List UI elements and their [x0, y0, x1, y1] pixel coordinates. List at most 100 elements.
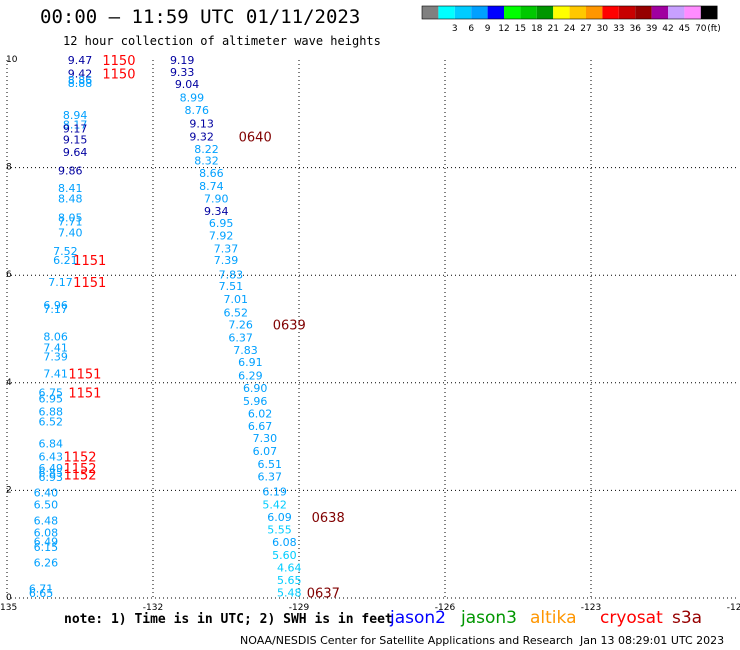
- colorbar-tick-label: 36: [629, 24, 641, 34]
- y-tick-label: 4: [6, 378, 12, 388]
- colorbar-tick-label: 39: [646, 24, 658, 34]
- wave-height-label: 6.50: [34, 498, 59, 511]
- wave-height-label: 6.49: [39, 462, 64, 475]
- y-tick-label: 2: [6, 485, 12, 495]
- colorbar-tick-label: 15: [515, 24, 526, 34]
- chart-subtitle: 12 hour collection of altimeter wave hei…: [63, 34, 381, 48]
- colorbar-tick-label: 12: [498, 24, 509, 34]
- wave-height-label: 7.51: [219, 280, 244, 293]
- time-label: 1150: [102, 54, 135, 69]
- chart-title: 00:00 — 11:59 UTC 01/11/2023: [40, 6, 361, 28]
- colorbar-swatch: [553, 6, 570, 19]
- wave-height-label: 6.48: [34, 515, 59, 528]
- wave-height-label: 5.42: [262, 498, 287, 511]
- wave-height-label: 6.40: [34, 487, 59, 500]
- time-label: 0637: [307, 587, 340, 602]
- wave-height-label: 7.40: [58, 227, 83, 240]
- wave-height-label: 6.95: [39, 392, 64, 405]
- wave-height-label: 7.17: [43, 303, 68, 316]
- time-label: 1152: [63, 468, 96, 483]
- wave-height-label: 7.37: [214, 242, 239, 255]
- wave-height-label: 6.26: [34, 556, 59, 569]
- wave-height-label: 6.08: [272, 536, 297, 549]
- colorbar-swatch: [520, 6, 537, 19]
- wave-height-label: 6.29: [238, 369, 263, 382]
- colorbar-swatch: [700, 6, 718, 19]
- wave-height-label: 9.04: [175, 78, 200, 91]
- wave-height-label: 9.86: [58, 164, 83, 177]
- x-tick-label: -120: [727, 603, 740, 612]
- wave-height-label: 6.49: [34, 536, 59, 549]
- wave-height-label: 7.17: [48, 276, 73, 289]
- colorbar-tick-label: 18: [531, 24, 543, 34]
- colorbar-swatch: [668, 6, 685, 19]
- wave-height-label: 6.52: [39, 416, 64, 429]
- wave-height-label: 9.42: [68, 67, 93, 80]
- wave-height-label: 5.55: [267, 524, 292, 537]
- satellite-legend-jason3: jason3: [461, 608, 517, 628]
- wave-height-label: 6.02: [248, 407, 273, 420]
- time-label: 1151: [68, 368, 101, 383]
- time-label: 0640: [239, 130, 272, 145]
- wave-height-label: 9.33: [170, 66, 195, 79]
- wave-height-label: 8.48: [58, 192, 83, 205]
- colorbar-tick-label: 30: [597, 24, 609, 34]
- wave-height-label: 8.66: [199, 167, 224, 180]
- colorbar-swatch: [651, 6, 668, 19]
- x-tick-label: -129: [289, 603, 310, 612]
- wave-height-label: 6.84: [39, 438, 64, 451]
- wave-height-label: 6.09: [267, 511, 292, 524]
- wave-height-label: 7.90: [204, 192, 229, 205]
- satellite-legend-cryosat: cryosat: [600, 608, 663, 628]
- colorbar-tick-label: 6: [468, 24, 474, 34]
- colorbar-tick-label: 33: [613, 24, 624, 34]
- wave-height-label: 7.26: [228, 319, 253, 332]
- wave-height-label: 5.60: [272, 549, 297, 562]
- time-label: 1151: [73, 254, 106, 269]
- wave-height-label: 5.65: [277, 574, 302, 587]
- time-label: 1152: [63, 451, 96, 466]
- colorbar-swatch: [536, 6, 554, 19]
- wave-height-label: 6.43: [39, 451, 64, 464]
- wave-height-label: 9.32: [189, 130, 214, 143]
- colorbar-tick-label: 21: [547, 24, 558, 34]
- wave-height-label: 7.39: [214, 254, 239, 267]
- wave-height-label: 6.85: [39, 467, 64, 480]
- x-tick-label: -126: [435, 603, 456, 612]
- time-label: 0638: [312, 511, 345, 526]
- x-tick-label: -135: [0, 603, 17, 612]
- wave-height-label: 7.52: [53, 245, 78, 258]
- wave-height-label: 9.64: [63, 146, 88, 159]
- wave-height-label: 6.21: [53, 254, 78, 267]
- wave-height-label: 6.71: [29, 582, 54, 595]
- time-label: 1151: [73, 276, 106, 291]
- wave-height-label: 6.51: [258, 458, 283, 471]
- wave-height-label: 6.65: [29, 587, 54, 600]
- colorbar-legend: 3 6 9 12 15 18 21 24 27 30 33 36 39 42 45 70 (ft): [421, 5, 721, 34]
- wave-height-label: 8.41: [58, 182, 83, 195]
- wave-height-label: 8.22: [194, 143, 219, 156]
- wave-height-label: 7.83: [219, 269, 244, 282]
- wave-height-label: 8.06: [43, 331, 68, 344]
- satellite-legend-jason2: jason2: [390, 608, 446, 628]
- wave-height-label: 6.08: [34, 526, 59, 539]
- y-tick-label: 8: [6, 163, 12, 173]
- wave-height-label: 7.92: [209, 229, 234, 242]
- wave-height-label: 6.37: [258, 470, 283, 483]
- time-label: 1150: [102, 67, 135, 82]
- colorbar-tick-label: 27: [580, 24, 591, 34]
- wave-height-label: 6.91: [238, 356, 263, 369]
- colorbar-swatch: [487, 6, 504, 19]
- footer-timestamp: Jan 13 08:29:01 UTC 2023: [580, 634, 725, 647]
- wave-height-label: 9.47: [68, 54, 93, 67]
- colorbar-unit-label: (ft): [707, 24, 721, 34]
- wave-height-label: 5.96: [243, 395, 268, 408]
- wave-height-label: 6.93: [39, 471, 64, 484]
- wave-height-label: 8.99: [180, 92, 205, 105]
- colorbar-frame: [421, 5, 718, 20]
- wave-height-label: 7.01: [223, 293, 248, 306]
- x-tick-label: -123: [581, 603, 601, 612]
- wave-height-label: 6.52: [223, 306, 248, 319]
- wave-height-label: 8.94: [63, 109, 88, 122]
- colorbar-tick-label: 70: [695, 24, 707, 34]
